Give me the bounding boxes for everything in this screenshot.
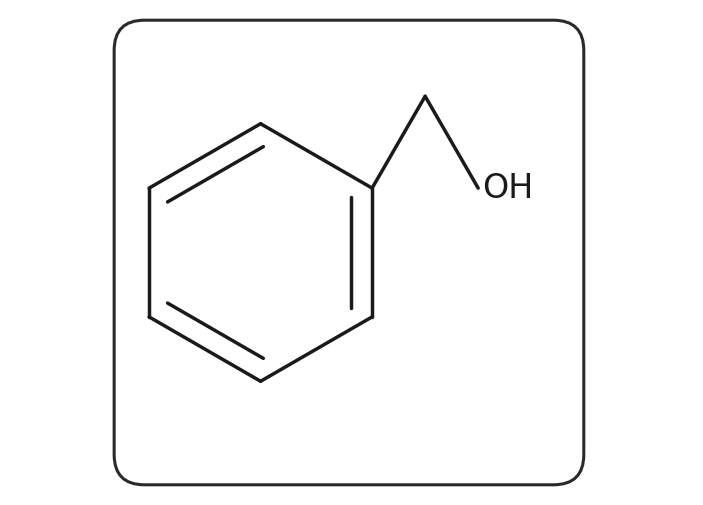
Text: OH: OH — [482, 172, 534, 205]
